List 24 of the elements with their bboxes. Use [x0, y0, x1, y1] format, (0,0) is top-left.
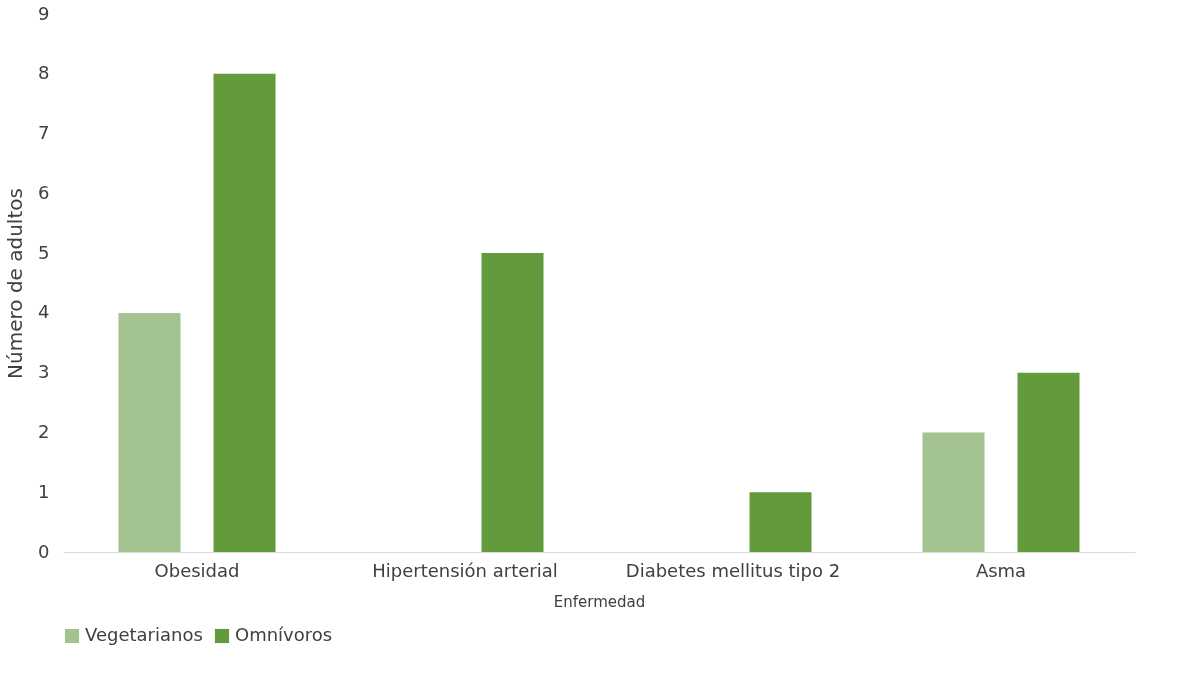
x-tick-label: Hipertensión arterial	[372, 559, 558, 581]
legend-label: Vegetarianos	[85, 624, 203, 645]
x-tick-label: Obesidad	[154, 559, 240, 581]
y-tick-label: 5	[38, 241, 50, 263]
y-tick-label: 1	[38, 480, 50, 502]
y-tick-label: 8	[38, 62, 50, 84]
bar	[481, 253, 544, 552]
x-tick-label: Diabetes mellitus tipo 2	[625, 559, 841, 581]
bar	[118, 312, 181, 552]
bar	[213, 73, 276, 552]
y-tick-label: 6	[38, 181, 50, 203]
y-tick-label: 2	[38, 420, 50, 442]
legend-label: Omnívoros	[235, 624, 333, 645]
bar	[1017, 372, 1080, 552]
bar	[749, 492, 812, 552]
y-tick-label: 9	[38, 2, 50, 24]
y-axis-title: Número de adultos	[3, 188, 28, 379]
x-tick-label: Asma	[975, 559, 1027, 581]
y-tick-label: 0	[38, 540, 50, 562]
y-tick-label: 3	[38, 361, 50, 383]
x-axis-title: Enfermedad	[553, 592, 646, 611]
y-tick-label: 4	[38, 301, 50, 323]
y-tick-label: 7	[38, 122, 50, 144]
bar	[922, 432, 985, 552]
